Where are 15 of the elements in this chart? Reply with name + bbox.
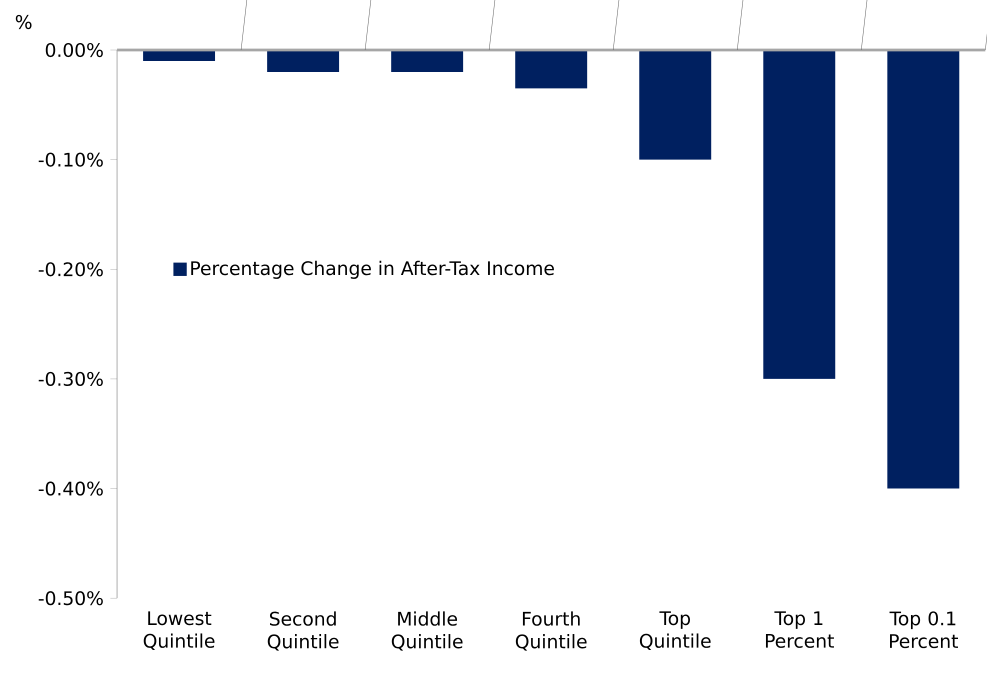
y-axis-title: % [16, 14, 32, 29]
x-tick-label: Lowest Quintile [144, 611, 214, 650]
y-tick-label: -0.20% [38, 262, 103, 276]
x-tick-label: Fourth Quintile [516, 611, 587, 651]
y-tick-label: -0.30% [38, 372, 103, 386]
x-tick-label: Top 0.1 Percent [890, 611, 958, 648]
legend-label: Percentage Change in After-Tax Income [191, 260, 554, 279]
y-tick-label: -0.10% [38, 152, 103, 167]
y-tick-label: -0.40% [38, 481, 103, 496]
x-tick-label: Middle Quintile [392, 611, 463, 651]
y-tick-label: -0.50% [38, 591, 103, 606]
x-tick-label: Top 1 Percent [766, 611, 834, 648]
x-tick-label: Second Quintile [268, 611, 338, 651]
x-tick-label: Top Quintile [640, 611, 711, 650]
y-tick-label: 0.00% [46, 42, 103, 57]
